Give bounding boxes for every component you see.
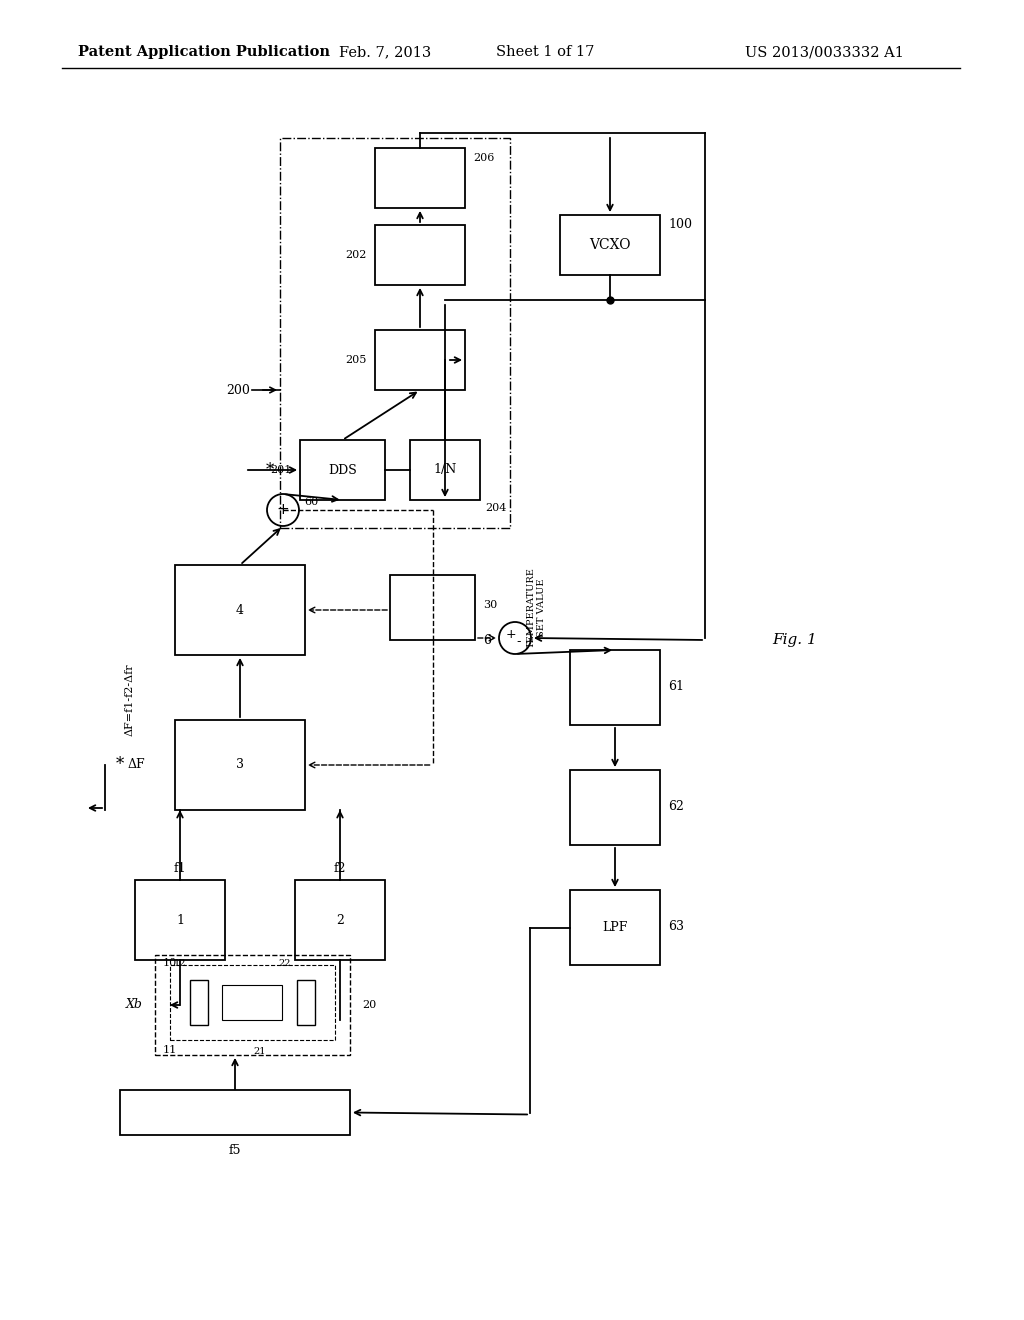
Text: 200: 200 [226,384,250,396]
Text: US 2013/0033332 A1: US 2013/0033332 A1 [745,45,904,59]
Text: 12: 12 [174,958,186,968]
Text: 22: 22 [279,958,291,968]
Text: +: + [276,503,290,517]
Text: TEMPERATURE
SET VALUE: TEMPERATURE SET VALUE [527,568,547,648]
Text: 62: 62 [668,800,684,813]
Text: 60: 60 [304,498,318,507]
Text: Xb: Xb [126,998,143,1011]
Bar [222,985,282,1020]
Bar [155,954,350,1055]
Bar [390,576,475,640]
Text: +: + [506,628,516,642]
Text: -: - [517,635,521,648]
Bar [570,890,660,965]
Bar [295,880,385,960]
Text: 30: 30 [483,601,498,610]
Text: 63: 63 [668,920,684,933]
Text: 202: 202 [346,249,367,260]
Text: 1/N: 1/N [433,463,457,477]
Bar [175,565,305,655]
Bar [170,965,335,1040]
Text: 11: 11 [163,1045,177,1055]
Bar [570,770,660,845]
Text: 2: 2 [336,913,344,927]
Text: 205: 205 [346,355,367,366]
Text: DDS: DDS [328,463,357,477]
Text: 20: 20 [362,1001,376,1010]
Text: 1: 1 [176,913,184,927]
Text: Fig. 1: Fig. 1 [773,634,817,647]
Text: 6: 6 [483,635,490,648]
Text: 61: 61 [668,681,684,693]
Text: VCXO: VCXO [589,238,631,252]
Text: f1: f1 [174,862,186,874]
Text: 3: 3 [236,759,244,771]
Bar [570,649,660,725]
Text: LPF: LPF [602,921,628,935]
Bar [297,979,315,1026]
Bar [560,215,660,275]
Text: *: * [116,756,124,774]
Text: *: * [266,462,274,479]
Text: Patent Application Publication: Patent Application Publication [78,45,330,59]
Text: 206: 206 [473,153,495,162]
Bar [375,224,465,285]
Text: 201: 201 [270,465,292,475]
Bar [135,880,225,960]
Bar [120,1090,350,1135]
Text: 10: 10 [163,958,177,968]
Bar [375,330,465,389]
Bar [300,440,385,500]
Text: ΔF=f1-f2-Δfr: ΔF=f1-f2-Δfr [125,664,135,737]
Bar [375,148,465,209]
Bar [410,440,480,500]
Text: 204: 204 [485,503,507,513]
Text: 21: 21 [254,1048,266,1056]
Text: f2: f2 [334,862,346,874]
Text: 4: 4 [236,603,244,616]
FancyArrowPatch shape [118,751,172,779]
Text: Feb. 7, 2013: Feb. 7, 2013 [339,45,431,59]
Bar [190,979,208,1026]
Bar [280,139,510,528]
Text: Sheet 1 of 17: Sheet 1 of 17 [496,45,594,59]
Text: 100: 100 [668,219,692,231]
Text: ΔF: ΔF [127,759,145,771]
Bar [175,719,305,810]
Text: f5: f5 [228,1143,242,1156]
